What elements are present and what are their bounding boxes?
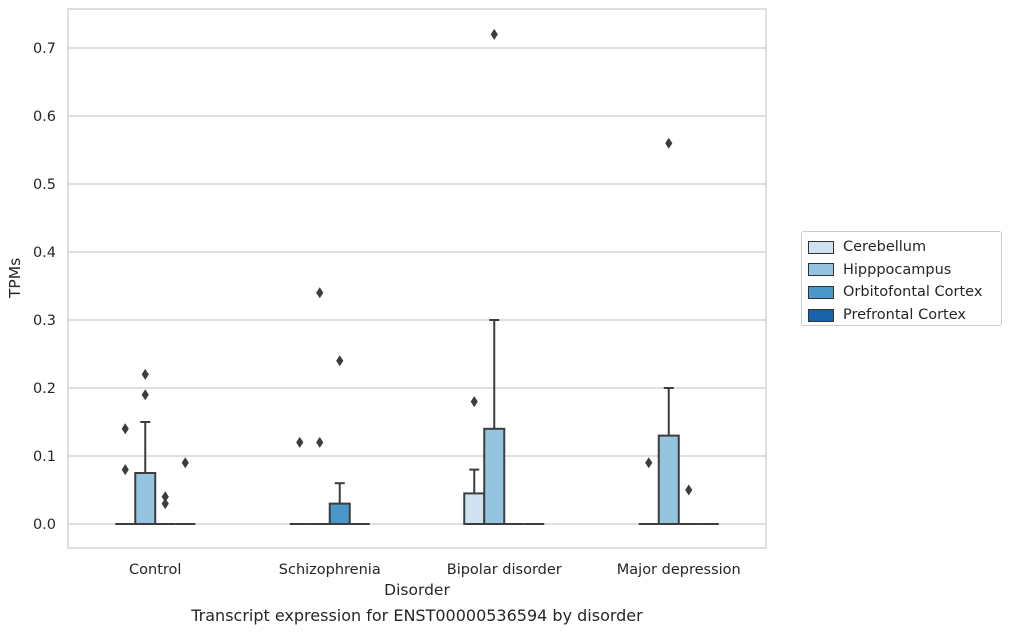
outlier-point xyxy=(490,28,498,40)
legend-swatch-cerebellum xyxy=(808,240,834,254)
outlier-point xyxy=(316,436,324,448)
outlier-point xyxy=(121,423,129,435)
chart-caption: Transcript expression for ENST0000053659… xyxy=(191,606,643,625)
legend-item-cerebellum: Cerebellum xyxy=(808,236,1001,259)
y-tick-label: 0.7 xyxy=(33,41,56,57)
x-tick-label: Control xyxy=(129,562,181,578)
x-axis-label: Disorder xyxy=(384,581,450,599)
y-tick-label: 0.0 xyxy=(33,517,56,533)
outlier-point xyxy=(161,498,169,510)
legend-item-hippocampus: Hipppocampus xyxy=(808,259,1001,282)
outlier-point xyxy=(470,396,478,408)
outlier-point xyxy=(665,137,673,149)
outlier-point xyxy=(121,464,129,476)
y-tick-label: 0.5 xyxy=(33,177,56,193)
outlier-point xyxy=(161,491,169,503)
legend-label-cerebellum: Cerebellum xyxy=(843,239,927,256)
legend-label-orbitofrontal: Orbitofontal Cortex xyxy=(843,284,983,301)
y-tick-label: 0.4 xyxy=(33,245,56,261)
y-tick-label: 0.1 xyxy=(33,449,56,465)
outlier-point xyxy=(645,457,653,469)
box xyxy=(134,472,157,525)
box xyxy=(328,502,351,526)
y-tick-label: 0.3 xyxy=(33,313,56,329)
plot-frame xyxy=(67,8,767,549)
legend-label-hippocampus: Hipppocampus xyxy=(843,261,952,278)
y-axis-label: TPMs xyxy=(6,258,24,299)
x-tick-label: Bipolar disorder xyxy=(447,562,562,578)
box xyxy=(483,427,506,525)
legend-item-prefrontal: Prefrontal Cortex xyxy=(808,304,1001,327)
outlier-point xyxy=(316,287,324,299)
legend-swatch-prefrontal xyxy=(808,308,834,322)
x-tick-label: Major depression xyxy=(617,562,741,578)
y-tick-label: 0.6 xyxy=(33,109,56,125)
box xyxy=(463,492,486,525)
legend-item-orbitofrontal: Orbitofontal Cortex xyxy=(808,281,1001,304)
x-tick-label: Schizophrenia xyxy=(279,562,381,578)
legend-label-prefrontal: Prefrontal Cortex xyxy=(843,307,966,324)
outlier-point xyxy=(141,368,149,380)
outlier-point xyxy=(141,389,149,401)
outlier-point xyxy=(181,457,189,469)
box xyxy=(657,434,680,526)
legend-swatch-hippocampus xyxy=(808,263,834,277)
legend: Cerebellum Hipppocampus Orbitofontal Cor… xyxy=(801,231,1002,326)
legend-swatch-orbitofrontal xyxy=(808,285,834,299)
outlier-point xyxy=(685,484,693,496)
y-tick-label: 0.2 xyxy=(33,381,56,397)
outlier-point xyxy=(296,436,304,448)
outlier-point xyxy=(336,355,344,367)
